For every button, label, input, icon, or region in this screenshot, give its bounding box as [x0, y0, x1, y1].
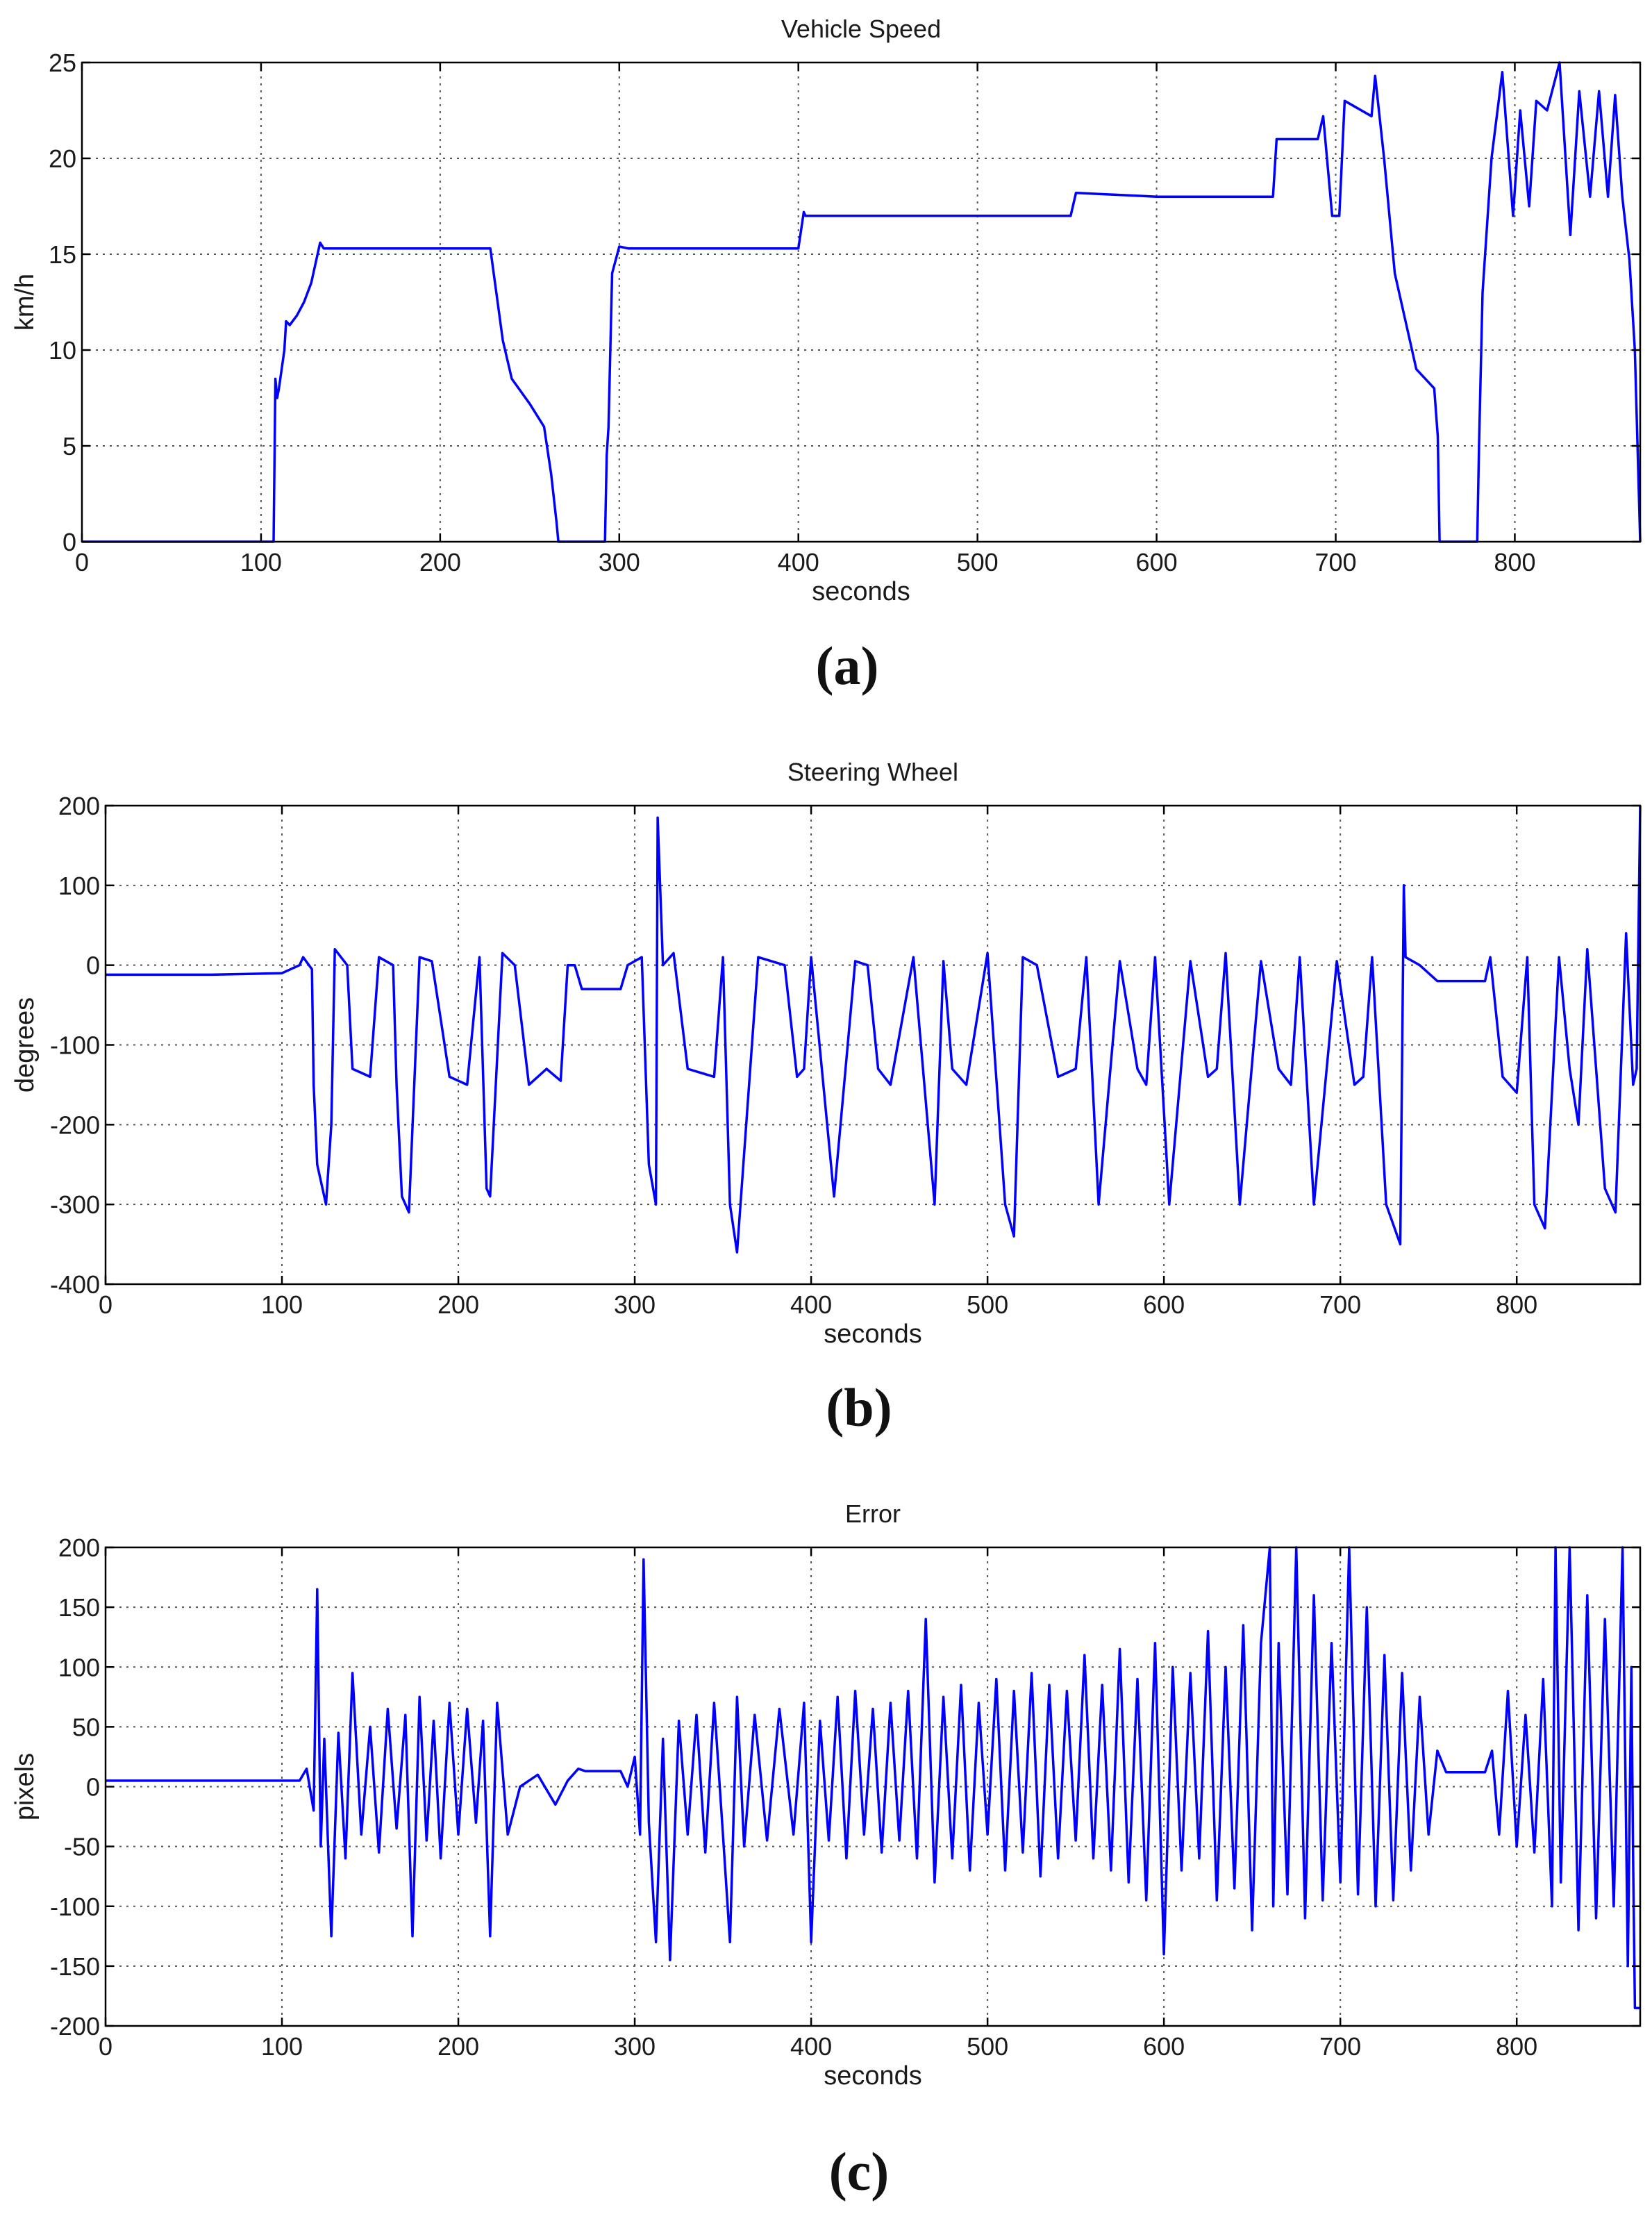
x-tick-label: 600 [1143, 1290, 1185, 1319]
chart-panel-c: 0 100 200 300 400 500 600 700 800-200-150-100-50… [10, 1499, 1642, 2202]
x-tick-label: 500 [957, 548, 999, 576]
panel-caption-a: (a) [816, 635, 879, 696]
y-tick-label: 15 [49, 240, 76, 269]
y-tick-label: 0 [62, 528, 76, 556]
plot-frame [81, 61, 1642, 543]
x-tick-label: 700 [1319, 1290, 1361, 1319]
x-tick-label: 100 [261, 1290, 303, 1319]
x-tick-label: 500 [967, 1290, 1008, 1319]
chart-title: Vehicle Speed [781, 15, 941, 43]
chart-panel-a: 0 100 200 300 400 500 600 700 800 0 5 10 15 20 25 Vehic… [10, 15, 1642, 696]
chart-title: Error [845, 1499, 901, 1528]
panel-caption-b: (b) [826, 1377, 892, 1438]
y-tick-label: -200 [50, 1111, 100, 1139]
x-tick-label: 800 [1496, 1290, 1537, 1319]
x-tick-label: 0 [99, 1290, 112, 1319]
y-tick-label: -200 [50, 2012, 100, 2041]
x-tick-label: 800 [1496, 2032, 1537, 2061]
x-tick-label: 700 [1315, 548, 1356, 576]
x-tick-label: 800 [1494, 548, 1535, 576]
y-tick-label: 0 [86, 1773, 100, 1802]
y-tick-label: 150 [58, 1593, 100, 1622]
y-tick-label: -300 [50, 1190, 100, 1219]
y-axis-label: degrees [10, 997, 40, 1092]
y-tick-label: -100 [50, 1031, 100, 1060]
x-tick-label: 300 [614, 2032, 656, 2061]
x-tick-label: 600 [1136, 548, 1178, 576]
x-axis-label: seconds [824, 2061, 922, 2091]
x-tick-label: 700 [1319, 2032, 1361, 2061]
x-tick-label: 600 [1143, 2032, 1185, 2061]
x-tick-label: 200 [437, 2032, 479, 2061]
y-tick-label: -150 [50, 1952, 100, 1981]
y-tick-label: 20 [49, 144, 76, 173]
y-tick-label: 5 [62, 432, 76, 460]
x-tick-label: 400 [778, 548, 819, 576]
x-tick-label: 200 [419, 548, 461, 576]
x-tick-label: 100 [240, 548, 282, 576]
chart-panel-b: 0 100 200 300 400 500 600 700 800 -400 -300 -200 -10… [10, 758, 1642, 1438]
y-tick-label: 100 [58, 872, 100, 900]
y-tick-label: 25 [49, 49, 76, 77]
x-tick-label: 500 [967, 2032, 1008, 2061]
x-tick-label: 0 [99, 2032, 112, 2061]
y-tick-label: -50 [64, 1833, 100, 1861]
series-line [106, 1546, 1640, 2009]
x-tick-label: 400 [790, 1290, 832, 1319]
y-tick-label: -400 [50, 1270, 100, 1299]
panel-caption-c: (c) [829, 2141, 890, 2202]
y-axis-label: pixels [10, 1753, 40, 1820]
series-line [82, 61, 1642, 543]
y-tick-label: 0 [86, 951, 100, 980]
x-tick-label: 0 [75, 548, 89, 576]
series-line [106, 805, 1642, 1254]
y-tick-label: 200 [58, 1534, 100, 1562]
x-tick-label: 300 [614, 1290, 656, 1319]
x-tick-label: 100 [261, 2032, 303, 2061]
y-tick-label: -100 [50, 1893, 100, 1921]
y-tick-label: 100 [58, 1653, 100, 1681]
x-axis-label: seconds [824, 1320, 922, 1349]
y-tick-label: 50 [72, 1713, 100, 1741]
y-tick-label: 200 [58, 792, 100, 820]
x-axis-label: seconds [812, 577, 910, 606]
x-tick-label: 200 [437, 1290, 479, 1319]
x-tick-label: 300 [599, 548, 640, 576]
y-axis-label: km/h [10, 274, 40, 331]
x-tick-label: 400 [790, 2032, 832, 2061]
chart-title: Steering Wheel [787, 758, 958, 786]
y-tick-label: 10 [49, 336, 76, 365]
